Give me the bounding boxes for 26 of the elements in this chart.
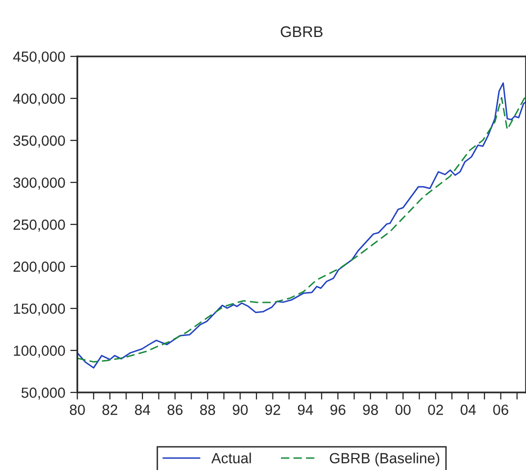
y-tick-label: 300,000: [13, 178, 65, 190]
chart-title: GBRB: [280, 26, 323, 38]
y-tick-label: 350,000: [13, 136, 65, 148]
x-tick-label: 02: [428, 404, 443, 415]
legend-label: Actual: [211, 452, 251, 464]
x-tick-label: 88: [200, 404, 216, 415]
x-tick-label: 98: [363, 404, 378, 415]
x-tick-label: 92: [265, 404, 280, 415]
x-tick-label: 82: [102, 404, 118, 415]
y-tick-label: 450,000: [13, 52, 65, 64]
x-tick-label: 06: [493, 404, 508, 415]
x-tick-label: 04: [460, 404, 476, 415]
y-tick-label: 100,000: [14, 346, 65, 358]
x-tick-label: 00: [396, 404, 411, 415]
y-tick-label: 400,000: [13, 94, 65, 106]
y-tick-label: 250,000: [14, 220, 65, 232]
legend-label: GBRB (Baseline): [330, 452, 440, 466]
y-tick-label: 200,000: [14, 262, 65, 274]
x-tick-label: 80: [70, 404, 85, 415]
x-tick-label: 86: [168, 404, 183, 415]
y-tick-label: 50,000: [22, 388, 65, 400]
y-tick-label: 150,000: [14, 304, 65, 316]
x-tick-label: 96: [330, 404, 346, 415]
x-tick-label: 90: [232, 404, 248, 415]
x-tick-label: 94: [298, 404, 314, 415]
x-tick-label: 84: [134, 404, 150, 415]
